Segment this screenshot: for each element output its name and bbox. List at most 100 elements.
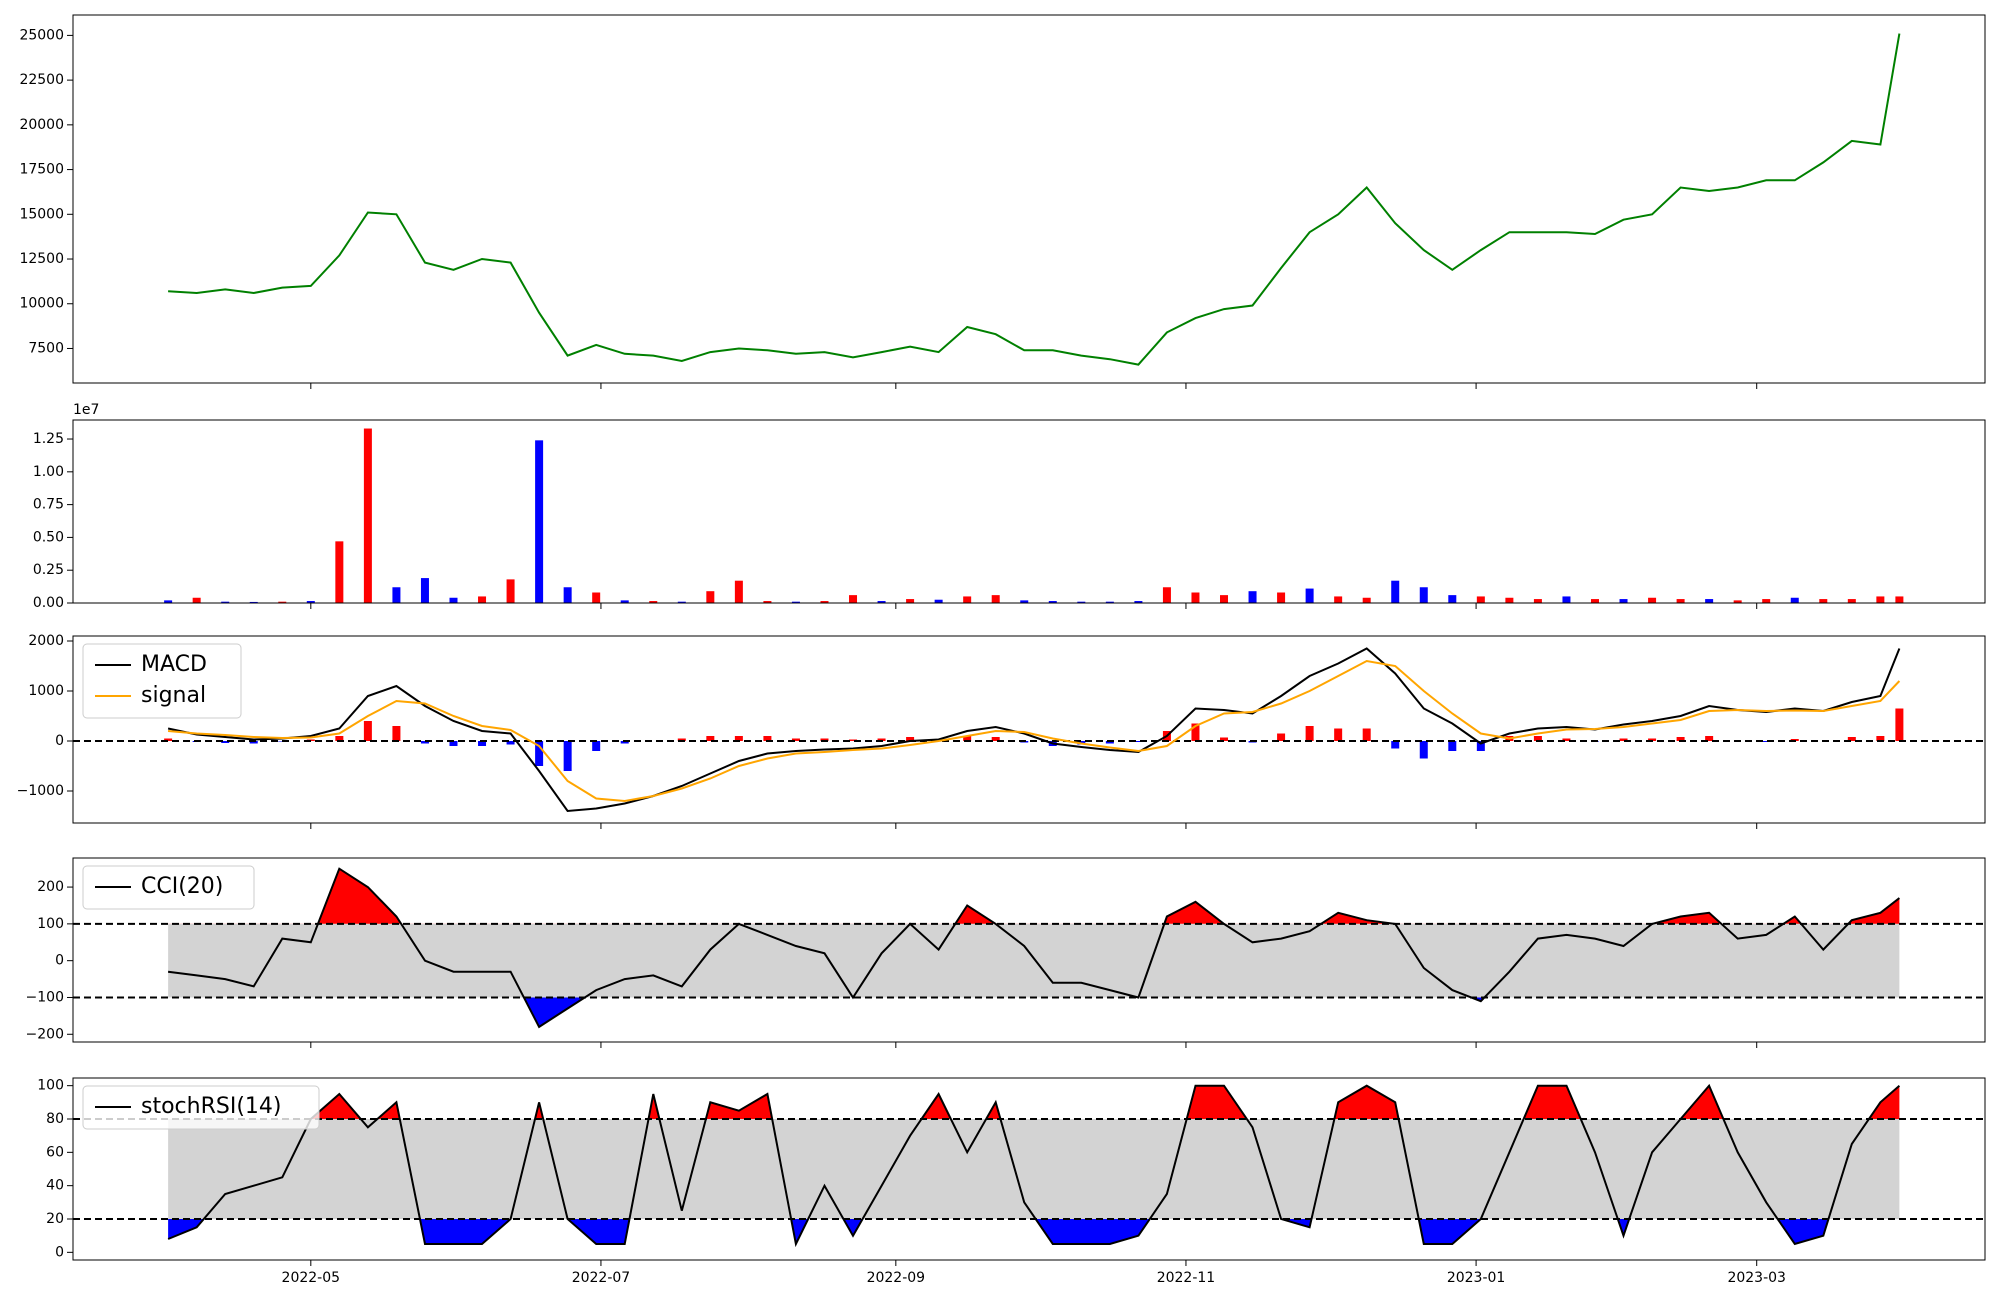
volume-bar (1619, 599, 1628, 603)
legend: CCI(20) (82, 865, 255, 910)
volume-bar (1020, 600, 1029, 603)
axes-frame (72, 1077, 1986, 1261)
volume-bar (649, 601, 658, 603)
volume-bar (449, 597, 458, 603)
histogram-bar (963, 736, 972, 741)
legend: MACD signal (82, 643, 242, 719)
axes-frame (72, 14, 1986, 384)
histogram-bar (1562, 738, 1571, 741)
legend-box (82, 865, 255, 910)
y-tick-label: 200 (37, 879, 64, 895)
volume-bar (1077, 601, 1086, 603)
histogram-bar (820, 738, 829, 741)
volume-bar (706, 591, 715, 603)
y-tick-label: 40 (46, 1178, 64, 1194)
histogram-bar (706, 736, 715, 741)
panel: −200 −100 0 100 200 (26, 857, 1986, 1048)
volume-bar (1391, 580, 1400, 603)
volume-bar (306, 601, 315, 603)
indicator-line (168, 659, 1901, 803)
volume-bar (1448, 595, 1457, 603)
y-tick-label: −200 (26, 1026, 64, 1042)
volume-bar (1334, 596, 1343, 603)
histogram-bar (1448, 741, 1457, 751)
y-tick-label: −100 (26, 989, 64, 1005)
volume-bar (363, 428, 372, 603)
y-tick-label: 7500 (28, 340, 64, 356)
volume-bar (620, 600, 629, 603)
volume-bar (1533, 599, 1542, 603)
volume-bar (506, 579, 515, 603)
volume-bar (991, 595, 1000, 603)
volume-bar (1876, 596, 1885, 603)
histogram-bar (1305, 726, 1314, 741)
y-tick-label: 0 (55, 953, 64, 969)
volume-bar (420, 578, 429, 603)
volume-bar (934, 599, 943, 603)
volume-bar (278, 601, 287, 603)
histogram-bar (164, 738, 173, 741)
histogram-bar (1619, 738, 1628, 741)
volume-bar (563, 587, 572, 603)
histogram-bar (991, 737, 1000, 741)
histogram-bar (1362, 728, 1371, 741)
histogram-bar (877, 738, 886, 741)
y-tick-label: 0.25 (33, 562, 64, 578)
volume-bar (963, 596, 972, 603)
y-tick-label: 2000 (28, 633, 64, 649)
x-tick-label: 2022-07 (572, 1270, 631, 1286)
volume-bar (1277, 592, 1286, 603)
histogram-bar (335, 736, 344, 741)
volume-bar (1676, 599, 1685, 603)
legend: stochRSI(14) (82, 1085, 320, 1130)
histogram-bar (1191, 723, 1200, 741)
volume-bar (1733, 600, 1742, 603)
volume-bar (877, 601, 886, 603)
y-tick-label: 0.75 (33, 497, 64, 513)
histogram-bar (620, 741, 629, 744)
y-tick-label: 12500 (19, 251, 64, 267)
histogram-bar (1676, 737, 1685, 741)
volume-bar (849, 595, 858, 603)
indicator-line (167, 647, 1901, 813)
volume-bar (478, 596, 487, 603)
histogram-bar (449, 741, 458, 746)
legend-label: MACD (141, 652, 207, 677)
volume-bar (1191, 592, 1200, 603)
volume-bar (906, 599, 915, 603)
legend-label: signal (141, 683, 206, 708)
volume-bar (1562, 596, 1571, 603)
volume-bar (1819, 599, 1828, 603)
histogram-bar (478, 741, 487, 746)
volume-bar (1162, 587, 1171, 603)
volume-bar (192, 597, 201, 603)
histogram-bar (221, 741, 230, 743)
histogram-bar (420, 741, 429, 744)
histogram-bar (1895, 708, 1904, 741)
histogram-bar (1134, 741, 1143, 742)
histogram-bar (1847, 737, 1856, 741)
y-tick-label: 15000 (19, 206, 64, 222)
histogram-bar (1648, 738, 1657, 741)
volume-bar (791, 601, 800, 603)
volume-bar (1762, 599, 1771, 603)
panel: −1000 0 1000 2000 (17, 633, 1986, 829)
volume-bar (1476, 596, 1485, 603)
histogram-bar (906, 737, 915, 741)
legend-label: stochRSI(14) (141, 1094, 282, 1119)
volume-bar (1590, 599, 1599, 603)
histogram-bar (1220, 737, 1229, 741)
volume-bar (1248, 591, 1257, 603)
panel: 0 20 40 60 80 100 2022-05 2022-07 2022-09 2022-11… (37, 1077, 1986, 1286)
y-tick-label: −1000 (17, 783, 64, 799)
x-tick-label: 2023-01 (1447, 1270, 1506, 1286)
volume-bar (1105, 601, 1114, 603)
y-tick-label: 17500 (19, 162, 64, 178)
volume-bar (249, 601, 258, 603)
volume-bar (164, 600, 173, 603)
volume-bar (1895, 596, 1904, 603)
histogram-bar (1762, 741, 1771, 742)
y-tick-label: 0.50 (33, 529, 64, 545)
volume-bar (1134, 601, 1143, 603)
histogram-bar (506, 741, 515, 745)
